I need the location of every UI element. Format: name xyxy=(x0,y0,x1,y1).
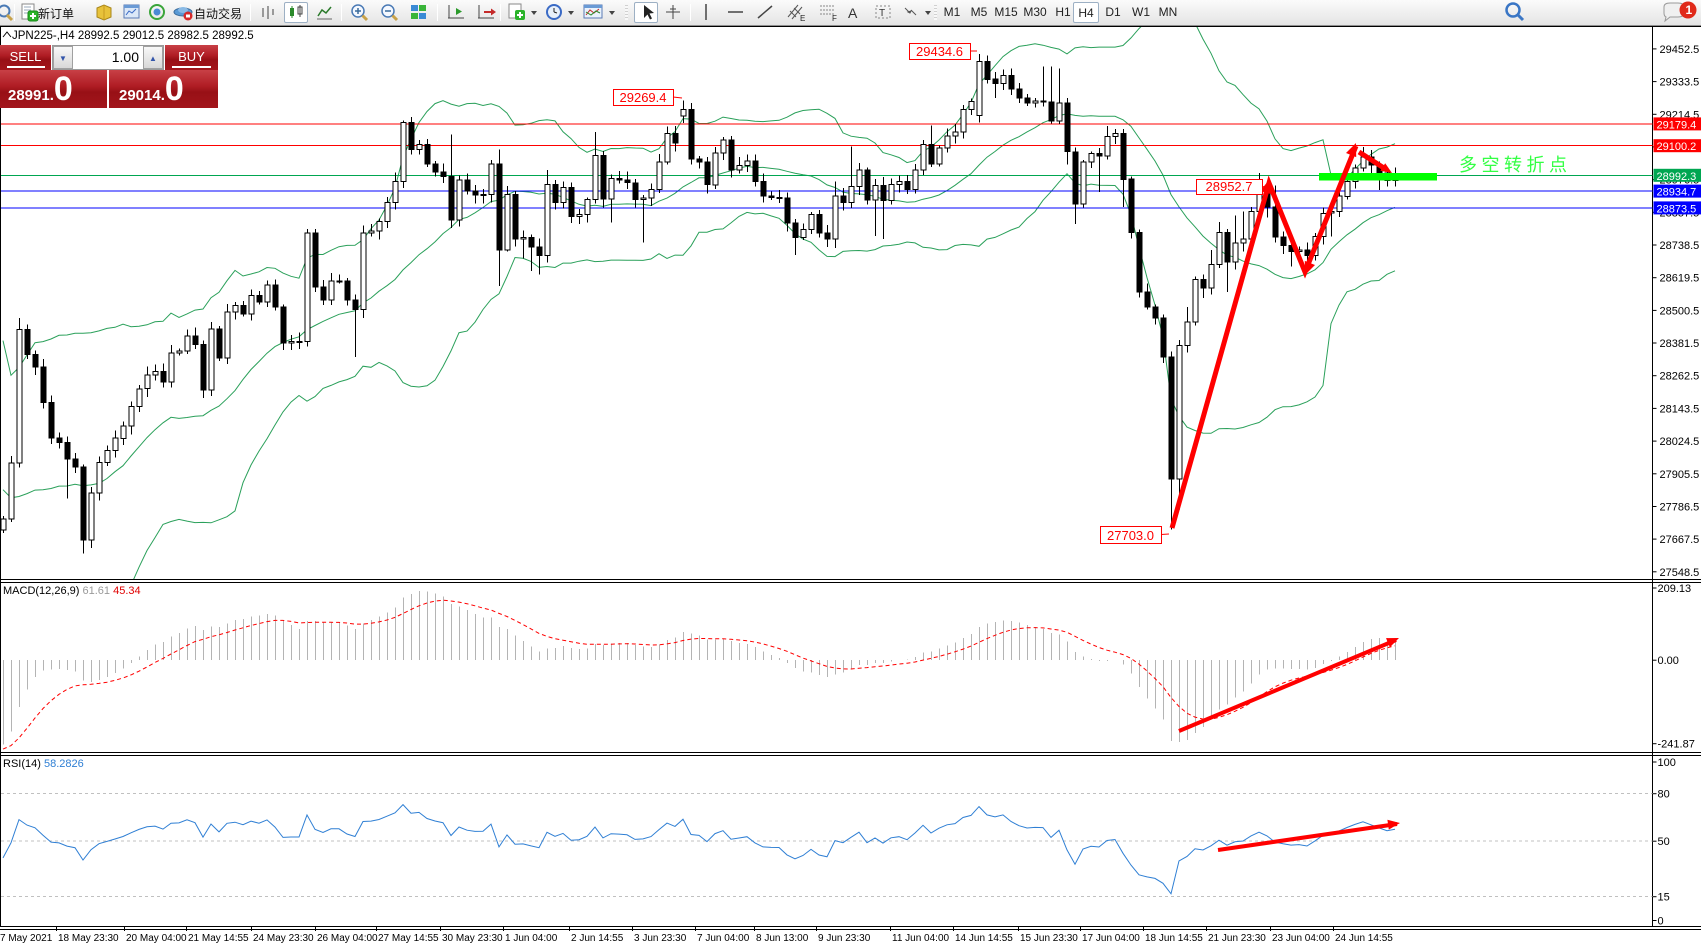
svg-text:29452.5: 29452.5 xyxy=(1660,44,1700,56)
svg-text:24 May 23:30: 24 May 23:30 xyxy=(253,933,314,944)
svg-text:0.00: 0.00 xyxy=(1658,655,1679,667)
svg-text:9 Jun 23:30: 9 Jun 23:30 xyxy=(818,933,871,944)
svg-text:27667.5: 27667.5 xyxy=(1660,534,1700,546)
svg-text:28024.5: 28024.5 xyxy=(1660,436,1700,448)
svg-text:15 Jun 23:30: 15 Jun 23:30 xyxy=(1020,933,1078,944)
svg-text:26 May 04:00: 26 May 04:00 xyxy=(317,933,378,944)
svg-text:18 May 23:30: 18 May 23:30 xyxy=(58,933,119,944)
svg-text:28262.5: 28262.5 xyxy=(1660,371,1700,383)
svg-text:多空转折点: 多空转折点 xyxy=(1459,155,1572,175)
svg-text:27786.5: 27786.5 xyxy=(1660,502,1700,514)
svg-text:20 May 04:00: 20 May 04:00 xyxy=(126,933,187,944)
svg-text:2 Jun 14:55: 2 Jun 14:55 xyxy=(571,933,624,944)
svg-text:27703.0: 27703.0 xyxy=(1107,528,1154,543)
svg-text:100: 100 xyxy=(1658,757,1676,769)
svg-text:21 Jun 23:30: 21 Jun 23:30 xyxy=(1208,933,1266,944)
svg-text:29100.2: 29100.2 xyxy=(1657,141,1697,153)
svg-text:80: 80 xyxy=(1658,789,1670,801)
svg-text:11 Jun 04:00: 11 Jun 04:00 xyxy=(892,933,950,944)
svg-text:29179.4: 29179.4 xyxy=(1657,119,1697,131)
svg-text:RSI(14) 58.2826: RSI(14) 58.2826 xyxy=(3,758,84,770)
svg-text:F: F xyxy=(832,14,837,23)
svg-text:8 Jun 13:00: 8 Jun 13:00 xyxy=(756,933,809,944)
svg-text:1 Jun 04:00: 1 Jun 04:00 xyxy=(505,933,558,944)
svg-text:50: 50 xyxy=(1658,836,1670,848)
svg-text:28143.5: 28143.5 xyxy=(1660,403,1700,415)
svg-text:30 May 23:30: 30 May 23:30 xyxy=(442,933,503,944)
svg-text:27548.5: 27548.5 xyxy=(1660,567,1700,579)
svg-text:28619.5: 28619.5 xyxy=(1660,273,1700,285)
svg-text:28381.5: 28381.5 xyxy=(1660,338,1700,350)
svg-text:29434.6: 29434.6 xyxy=(916,44,963,59)
svg-text:15: 15 xyxy=(1658,892,1670,904)
svg-text:29333.5: 29333.5 xyxy=(1660,77,1700,89)
svg-text:7 May 2021: 7 May 2021 xyxy=(0,933,53,944)
svg-text:7 Jun 04:00: 7 Jun 04:00 xyxy=(697,933,750,944)
svg-text:-241.87: -241.87 xyxy=(1658,739,1695,751)
svg-text:MACD(12,26,9) 61.61 45.34: MACD(12,26,9) 61.61 45.34 xyxy=(3,585,141,597)
svg-text:T: T xyxy=(879,8,885,19)
svg-text:24 Jun 14:55: 24 Jun 14:55 xyxy=(1335,933,1393,944)
svg-text:14 Jun 14:55: 14 Jun 14:55 xyxy=(955,933,1013,944)
svg-text:0: 0 xyxy=(1658,916,1664,928)
svg-text:1: 1 xyxy=(1686,3,1693,17)
svg-text:28738.5: 28738.5 xyxy=(1660,240,1700,252)
svg-text:E: E xyxy=(800,14,805,23)
svg-text:28500.5: 28500.5 xyxy=(1660,305,1700,317)
svg-text:27 May 14:55: 27 May 14:55 xyxy=(378,933,439,944)
svg-text:27905.5: 27905.5 xyxy=(1660,469,1700,481)
svg-text:18 Jun 14:55: 18 Jun 14:55 xyxy=(1145,933,1203,944)
svg-text:29269.4: 29269.4 xyxy=(620,90,667,105)
svg-text:28952.7: 28952.7 xyxy=(1206,179,1253,194)
svg-text:209.13: 209.13 xyxy=(1658,583,1692,595)
svg-text:3 Jun 23:30: 3 Jun 23:30 xyxy=(634,933,687,944)
svg-text:17 Jun 04:00: 17 Jun 04:00 xyxy=(1082,933,1140,944)
svg-text:23 Jun 04:00: 23 Jun 04:00 xyxy=(1272,933,1330,944)
svg-text:JPN225-,H4 28992.5 29012.5 28: JPN225-,H4 28992.5 29012.5 28982.5 28992… xyxy=(12,30,254,42)
svg-text:28992.3: 28992.3 xyxy=(1657,171,1697,183)
svg-text:21 May 14:55: 21 May 14:55 xyxy=(188,933,249,944)
svg-text:28873.5: 28873.5 xyxy=(1657,203,1697,215)
svg-text:28934.7: 28934.7 xyxy=(1657,187,1697,199)
